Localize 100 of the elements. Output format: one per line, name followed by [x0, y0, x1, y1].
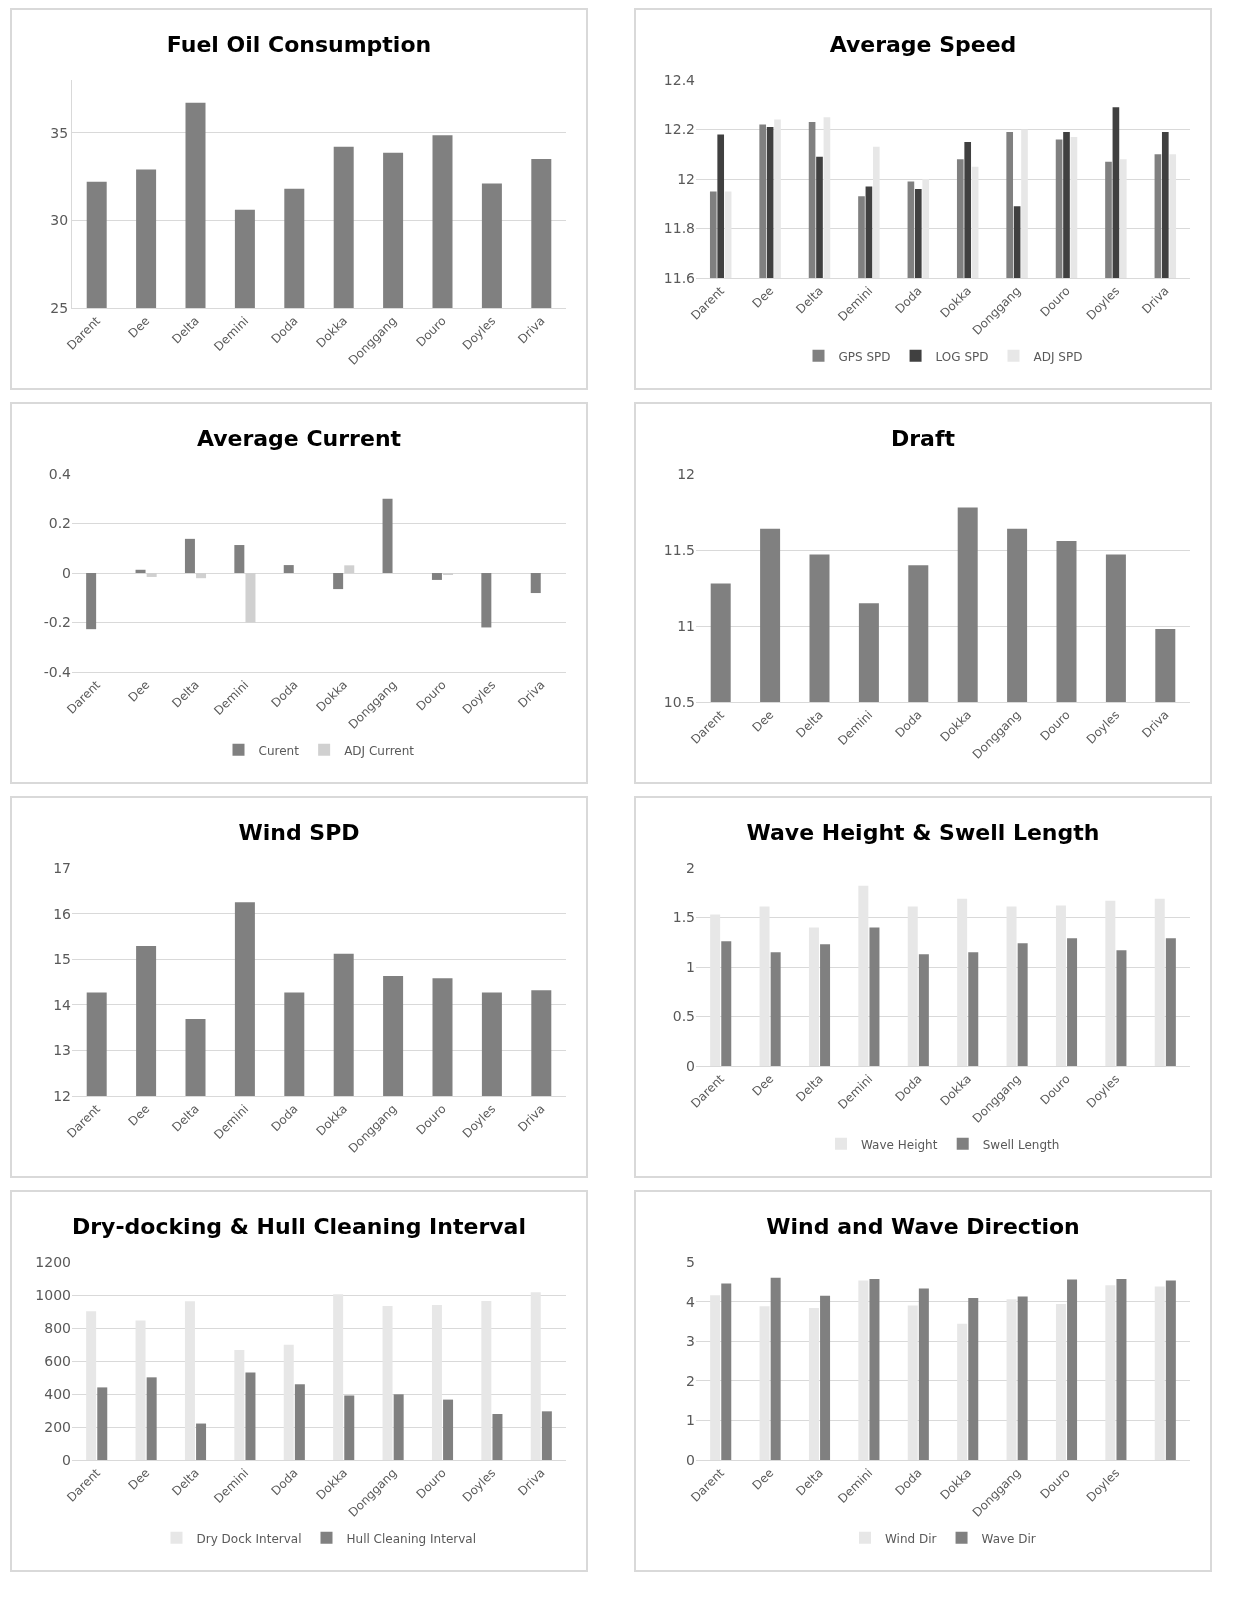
- legend-label: Swell Length: [982, 1137, 1060, 1152]
- bar: [541, 1411, 552, 1460]
- x-tick-label: Dee: [125, 1465, 153, 1493]
- y-tick-label: 17: [53, 859, 71, 876]
- bar: [530, 573, 541, 594]
- y-tick-label: 0: [62, 564, 71, 581]
- chart-title: Wind and Wave Direction: [766, 1213, 1080, 1239]
- y-tick-label: 1200: [35, 1253, 71, 1270]
- bar: [710, 914, 721, 1066]
- y-tick-label: 0.5: [672, 1008, 695, 1025]
- bar: [344, 1395, 355, 1460]
- y-tick-label: 12: [677, 170, 695, 187]
- chart-title: Wave Height & Swell Length: [746, 819, 1100, 845]
- legend-label: Hull Cleaning Interval: [346, 1531, 476, 1546]
- bar: [196, 1423, 207, 1460]
- bar: [858, 1280, 869, 1460]
- bar: [382, 498, 393, 573]
- bar: [808, 1307, 819, 1460]
- bar: [770, 952, 781, 1066]
- bar: [1116, 1279, 1127, 1460]
- bar: [1116, 950, 1127, 1066]
- bar: [283, 565, 294, 573]
- y-tick-label: 2: [686, 1372, 695, 1389]
- bar: [968, 952, 979, 1066]
- y-tick-label: 0: [686, 1451, 695, 1468]
- chart-title: Average Speed: [829, 31, 1017, 57]
- x-tick-label: Dee: [749, 707, 777, 735]
- y-tick-label: 35: [50, 124, 69, 141]
- bar: [234, 545, 245, 573]
- bar: [1154, 898, 1165, 1066]
- bar: [86, 573, 97, 630]
- y-tick-label: 11.6: [663, 269, 696, 286]
- bar: [1006, 1299, 1017, 1460]
- y-tick-label: 11.5: [663, 541, 695, 558]
- x-tick-label: Dee: [749, 283, 777, 311]
- bar: [907, 906, 918, 1066]
- bar: [968, 1298, 979, 1460]
- y-tick-label: 0.2: [48, 515, 71, 532]
- y-tick-label: 12: [677, 465, 695, 482]
- x-tick-label: Dee: [125, 313, 153, 341]
- bar: [918, 954, 929, 1066]
- bar: [907, 1305, 918, 1460]
- bar: [234, 1349, 245, 1460]
- y-tick-label: 600: [44, 1352, 71, 1369]
- y-tick-label: 4: [686, 1293, 696, 1310]
- bar: [97, 1387, 108, 1460]
- y-tick-label: 800: [44, 1319, 71, 1336]
- bar: [184, 1301, 195, 1460]
- bar: [858, 885, 869, 1066]
- bar: [1165, 1280, 1176, 1460]
- chart-title: Draft: [890, 425, 956, 451]
- bar: [721, 1283, 732, 1460]
- x-tick-label: Dee: [749, 1071, 777, 1099]
- y-tick-label: 30: [50, 212, 69, 229]
- legend-label: Wave Dir: [981, 1531, 1036, 1546]
- bar: [1067, 938, 1078, 1066]
- y-tick-label: 10.5: [663, 693, 695, 710]
- bar: [721, 941, 732, 1066]
- legend-label: Dry Dock Interval: [196, 1531, 302, 1546]
- bar: [382, 1306, 393, 1460]
- bar: [393, 1394, 404, 1460]
- bar: [1154, 1286, 1165, 1460]
- y-tick-label: -0.2: [43, 614, 71, 631]
- y-tick-label: 1: [686, 1412, 695, 1429]
- x-tick-label: Dee: [125, 1101, 153, 1129]
- bar: [333, 1294, 344, 1460]
- bar: [957, 898, 968, 1066]
- bar: [957, 1323, 968, 1460]
- x-tick-label: Dee: [125, 677, 153, 705]
- x-tick-label: Dee: [749, 1465, 777, 1493]
- chart-title: Wind SPD: [238, 819, 360, 845]
- chart-title: Average Current: [196, 425, 402, 451]
- y-tick-label: 1000: [35, 1286, 71, 1303]
- bar: [1017, 943, 1028, 1066]
- y-tick-label: 3: [686, 1333, 695, 1350]
- bar: [481, 1300, 492, 1460]
- y-tick-label: 2: [686, 859, 695, 876]
- y-tick-label: 12.2: [663, 121, 695, 138]
- y-tick-label: 11.8: [663, 220, 695, 237]
- bar: [1006, 906, 1017, 1066]
- bar: [1055, 905, 1066, 1066]
- bar: [869, 927, 880, 1066]
- y-tick-label: 11: [677, 617, 695, 634]
- y-tick-label: 1: [686, 958, 695, 975]
- y-tick-label: -0.4: [43, 663, 72, 680]
- bar: [333, 573, 344, 590]
- chart-title: Dry-docking & Hull Cleaning Interval: [72, 1213, 526, 1239]
- bar: [770, 1277, 781, 1460]
- chart-title: Fuel Oil Consumption: [166, 31, 432, 57]
- y-tick-label: 0.4: [48, 465, 72, 482]
- legend-label: ADJ SPD: [1033, 349, 1083, 364]
- y-tick-label: 13: [53, 1042, 71, 1059]
- y-tick-label: 14: [53, 996, 72, 1013]
- y-tick-label: 5: [686, 1253, 695, 1270]
- bar: [146, 1377, 157, 1460]
- legend-label: GPS SPD: [838, 349, 891, 364]
- bar: [918, 1288, 929, 1460]
- bar: [1105, 1285, 1116, 1460]
- bar: [481, 573, 492, 628]
- legend-label: ADJ Current: [344, 743, 415, 758]
